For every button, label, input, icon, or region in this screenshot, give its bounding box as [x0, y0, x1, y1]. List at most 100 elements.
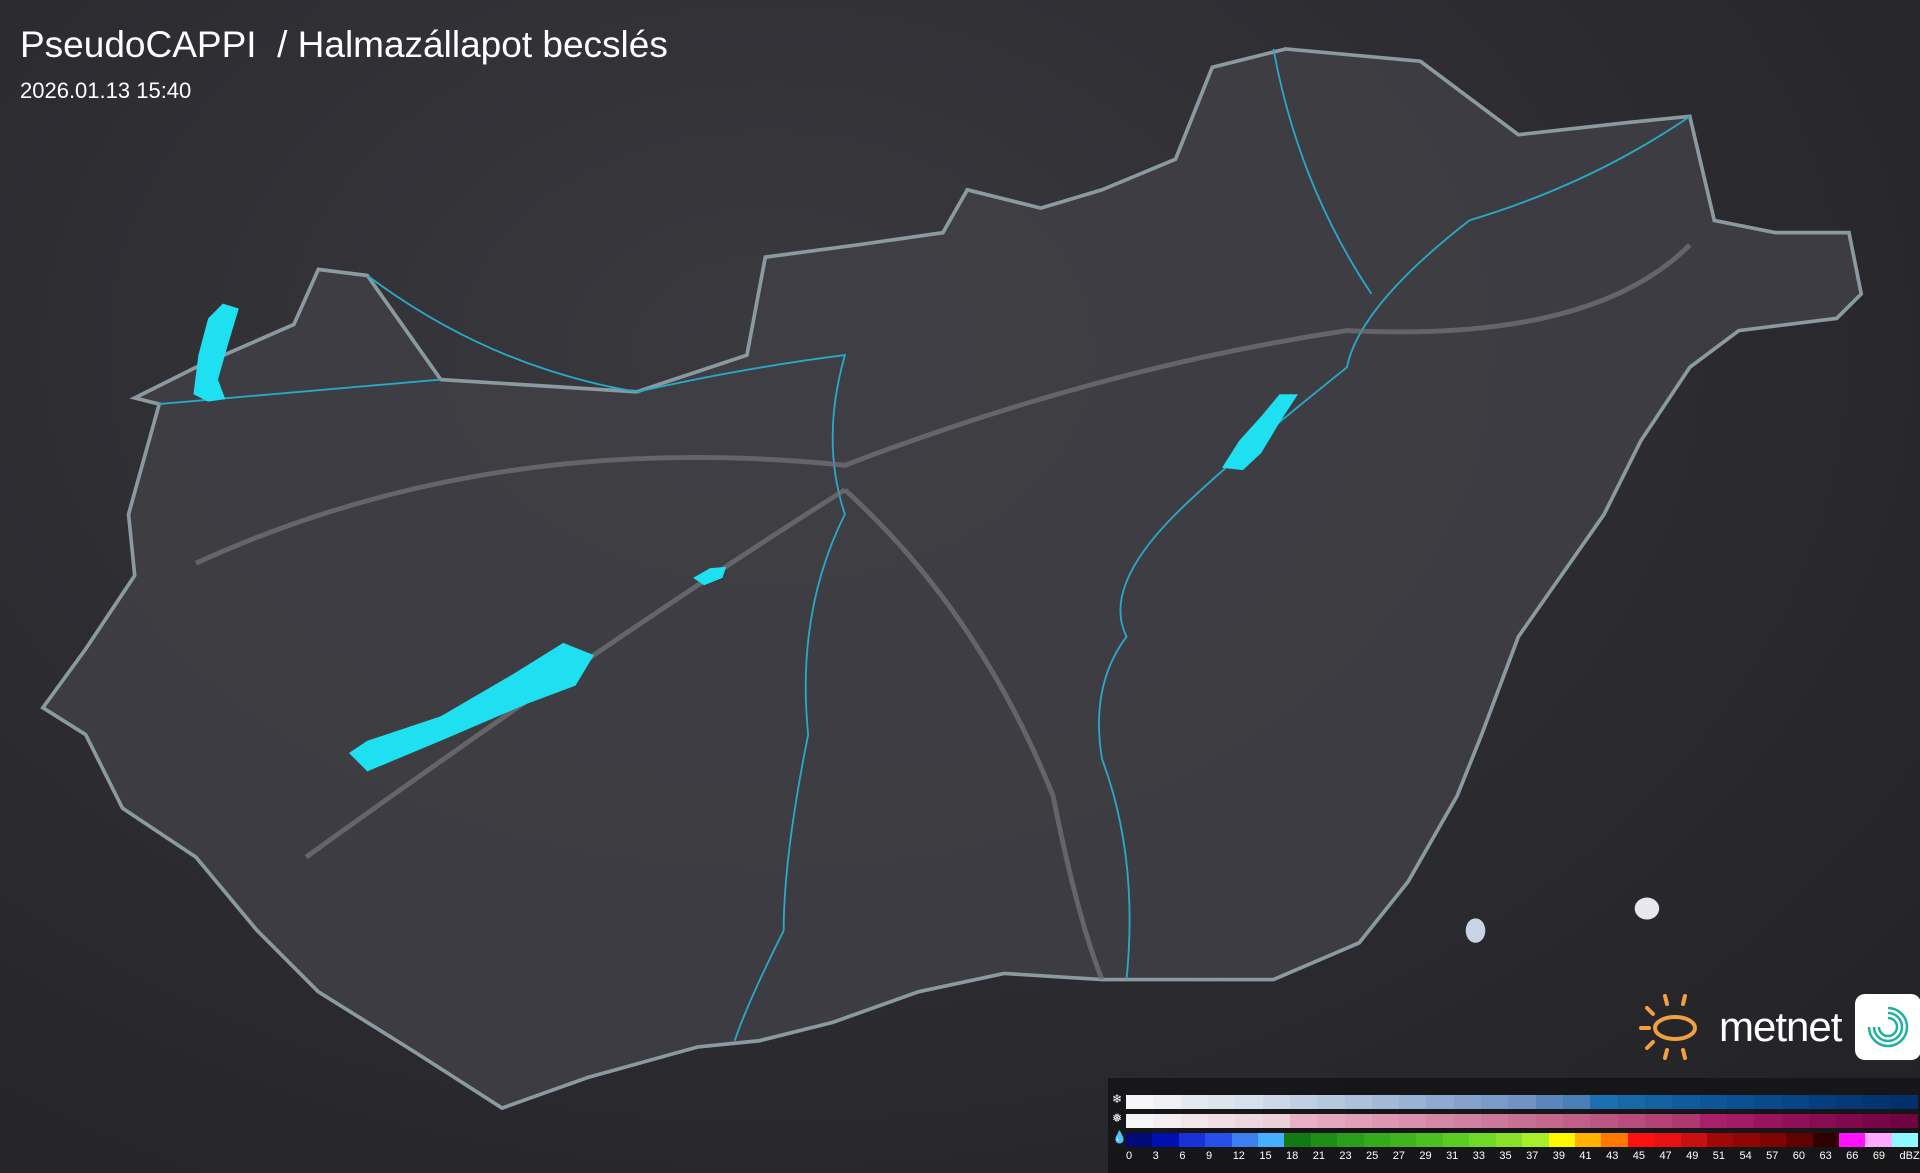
brand-name: metnet	[1719, 1003, 1842, 1050]
legend-swatch	[1699, 1114, 1727, 1128]
legend-swatch	[1399, 1114, 1427, 1128]
legend-swatch	[1812, 1133, 1839, 1147]
timestamp: 2026.01.13 15:40	[20, 78, 192, 103]
legend-swatch	[1416, 1133, 1443, 1147]
legend-label: 43	[1606, 1150, 1619, 1162]
legend-swatch	[1442, 1133, 1470, 1147]
legend-label: 27	[1392, 1150, 1405, 1162]
legend-swatch	[1289, 1095, 1318, 1109]
legend-swatch	[1235, 1095, 1263, 1109]
legend-mixed-bar	[1126, 1114, 1919, 1128]
legend-swatch	[1337, 1133, 1364, 1147]
legend-swatch	[1644, 1114, 1673, 1128]
legend-label: 41	[1579, 1150, 1592, 1162]
hungary-outline	[40, 47, 1864, 1111]
legend-swatch	[1153, 1095, 1181, 1109]
legend-swatch	[1310, 1133, 1338, 1147]
legend-swatch	[1654, 1133, 1681, 1147]
legend-swatch	[1726, 1095, 1755, 1109]
legend-swatch	[1759, 1133, 1787, 1147]
legend-swatch	[1317, 1114, 1345, 1128]
legend-swatch	[1890, 1095, 1919, 1109]
legend-label: 25	[1366, 1150, 1379, 1162]
legend-label: 35	[1499, 1150, 1512, 1162]
legend-swatch	[1231, 1133, 1259, 1147]
sleet-icon: ❅	[1112, 1111, 1123, 1125]
legend-swatch	[1838, 1133, 1866, 1147]
legend-label: 6	[1179, 1150, 1186, 1162]
legend-swatch	[1672, 1095, 1700, 1109]
lake-velence	[693, 566, 727, 586]
legend-swatch	[1590, 1095, 1618, 1109]
legend-swatch	[1836, 1095, 1864, 1109]
raindrop-icon: 💧	[1112, 1130, 1127, 1144]
legend-label: 15	[1259, 1150, 1272, 1162]
legend-swatch	[1672, 1114, 1700, 1128]
lake-balaton	[348, 642, 594, 772]
echo	[1634, 897, 1660, 920]
legend-labels: 0 3 6 9 12 15 18 21 23 25 27 29 31 33 35 37 39 41 43 45 47 49…	[1126, 1150, 1920, 1166]
legend-swatch	[1152, 1133, 1179, 1147]
legend-swatch	[1344, 1114, 1372, 1128]
legend-swatch	[1481, 1095, 1509, 1109]
legend-swatch	[1180, 1095, 1208, 1109]
legend-swatch	[1890, 1114, 1919, 1128]
legend-swatch	[1390, 1133, 1417, 1147]
echo	[1465, 918, 1486, 943]
legend-swatch	[1262, 1114, 1290, 1128]
sun-icon	[1639, 994, 1697, 1060]
legend-swatch	[1153, 1114, 1181, 1128]
legend-swatch	[1207, 1095, 1236, 1109]
legend-swatch	[1535, 1114, 1563, 1128]
legend-label: 57	[1766, 1150, 1779, 1162]
legend-rain-bar	[1126, 1133, 1919, 1147]
legend-label: 45	[1632, 1150, 1646, 1162]
spiral-icon	[1855, 994, 1920, 1060]
legend-label: 37	[1526, 1150, 1539, 1162]
legend-label: 31	[1446, 1150, 1459, 1162]
legend-label: 63	[1819, 1150, 1832, 1162]
legend-swatch	[1754, 1114, 1782, 1128]
legend-label: dBZ	[1899, 1150, 1920, 1162]
legend-swatch	[1863, 1095, 1891, 1109]
legend-swatch	[1617, 1095, 1645, 1109]
legend-swatch	[1178, 1133, 1206, 1147]
legend-swatch	[1574, 1133, 1602, 1147]
legend-swatch	[1706, 1133, 1734, 1147]
legend-label: 33	[1472, 1150, 1485, 1162]
legend-label: 3	[1152, 1150, 1159, 1162]
legend-swatch	[1235, 1114, 1263, 1128]
legend-swatch	[1317, 1095, 1345, 1109]
legend-label: 51	[1712, 1150, 1726, 1162]
legend-swatch	[1284, 1133, 1311, 1147]
legend-swatch	[1726, 1114, 1755, 1128]
legend-swatch	[1644, 1095, 1673, 1109]
legend-swatch	[1426, 1095, 1454, 1109]
lake-tisza	[1222, 394, 1298, 471]
legend-label: 23	[1339, 1150, 1352, 1162]
legend-label: 12	[1232, 1150, 1245, 1162]
legend-label: 18	[1286, 1150, 1299, 1162]
legend-swatch	[1786, 1133, 1813, 1147]
lake-ferto	[193, 303, 239, 402]
legend-swatch	[1258, 1133, 1285, 1147]
legend-swatch	[1180, 1114, 1208, 1128]
legend-swatch	[1481, 1114, 1509, 1128]
legend-swatch	[1865, 1133, 1892, 1147]
legend-swatch	[1601, 1133, 1628, 1147]
legend-swatch	[1563, 1114, 1591, 1128]
legend-swatch	[1535, 1095, 1563, 1109]
legend-swatch	[1426, 1114, 1454, 1128]
legend-swatch	[1808, 1095, 1837, 1109]
legend-swatch	[1508, 1095, 1536, 1109]
legend-label: 54	[1739, 1150, 1752, 1162]
legend-label: 9	[1206, 1150, 1213, 1162]
legend-swatch	[1126, 1114, 1154, 1128]
legend-swatch	[1617, 1114, 1645, 1128]
legend-swatch	[1781, 1095, 1809, 1109]
legend-swatch	[1289, 1114, 1318, 1128]
snowflake-icon: ❄	[1112, 1092, 1123, 1106]
legend-swatch	[1453, 1095, 1482, 1109]
legend-swatch	[1836, 1114, 1864, 1128]
